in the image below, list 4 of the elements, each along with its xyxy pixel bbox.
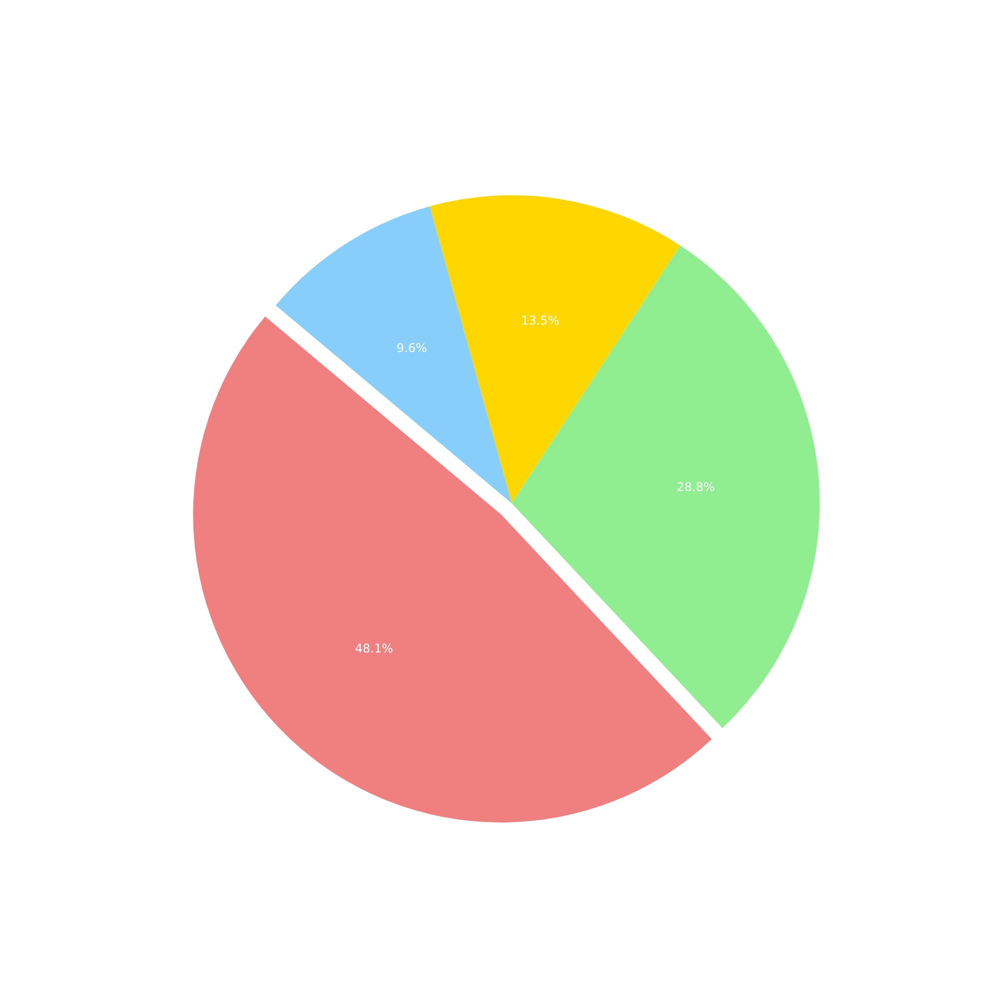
data-label: 13.5% — [521, 314, 560, 328]
data-label: 48.1% — [355, 642, 394, 656]
data-label: 9.6% — [396, 340, 428, 355]
data-label: 28.8% — [676, 480, 715, 494]
